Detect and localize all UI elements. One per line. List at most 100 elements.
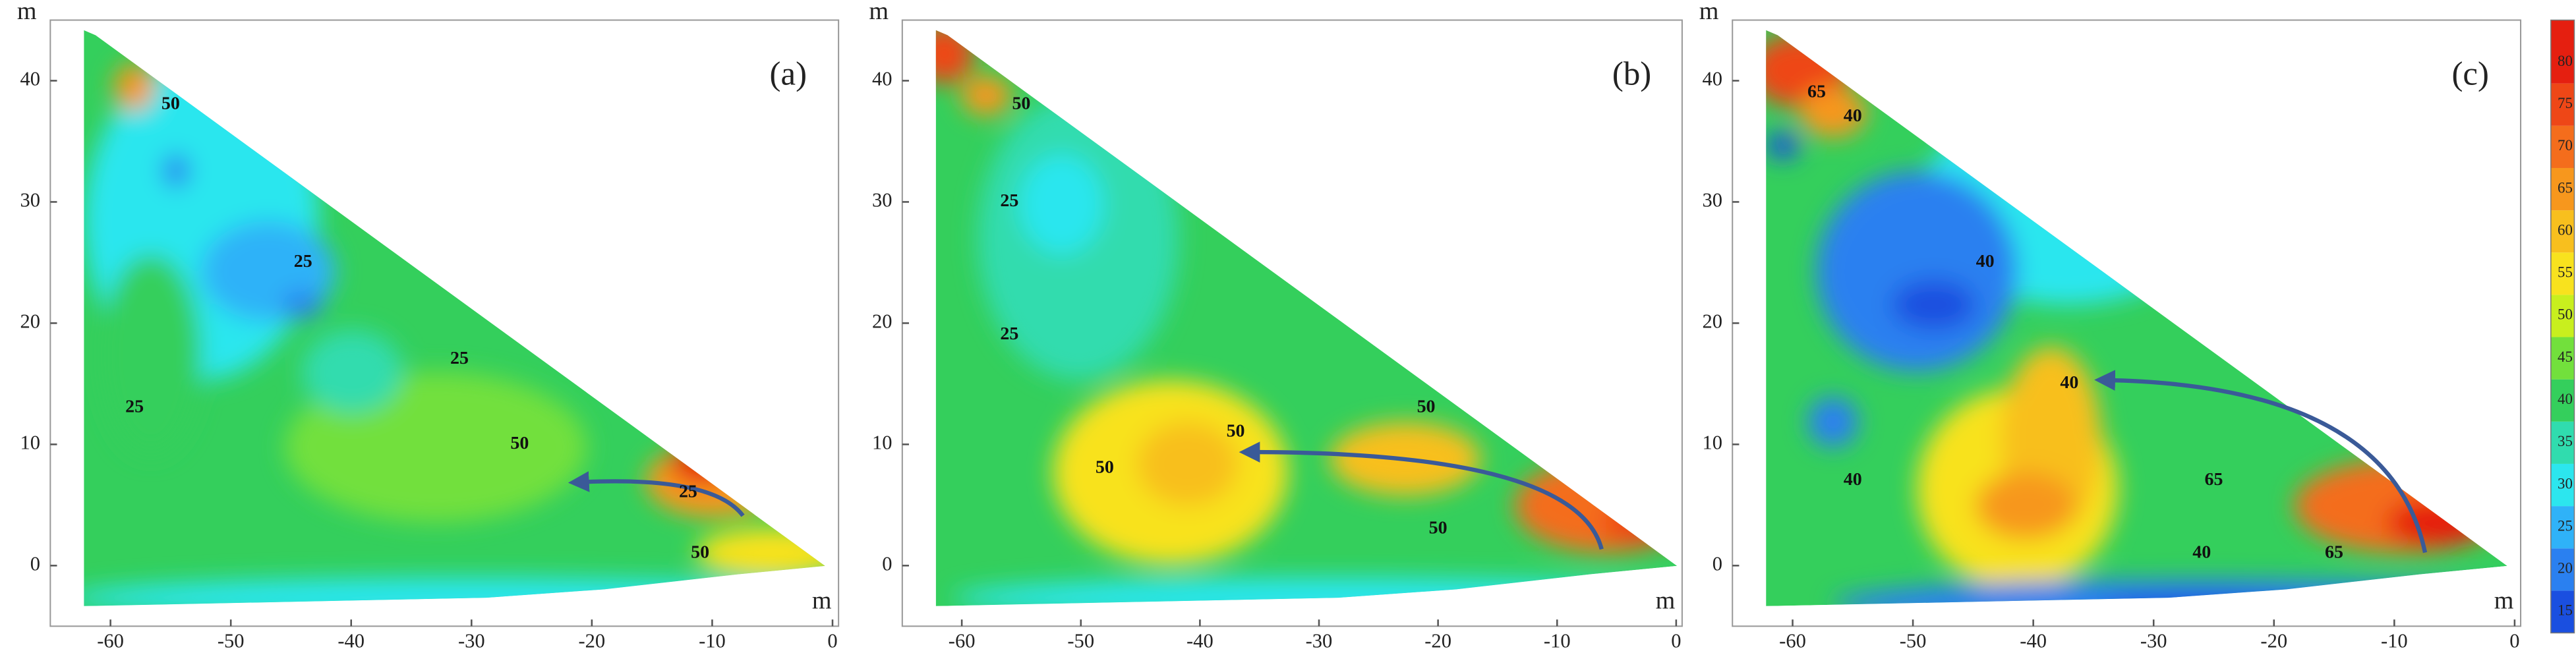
x-axis-label: m: [1656, 587, 1676, 615]
colorbar-swatch: [2550, 167, 2575, 211]
contour-label: 40: [2192, 542, 2211, 562]
panel-label: (a): [770, 55, 807, 92]
field-blob: [1891, 279, 1976, 330]
panel: -60 -50 -40 -30 -20 -10 0 0 10 20 30 40 m m (c) 65 40 40 4…: [1699, 0, 2522, 652]
colorbar-tick-label: 40: [2558, 391, 2573, 407]
contour-label: 65: [1807, 81, 1826, 101]
colorbar-tick-label: 55: [2558, 264, 2573, 281]
field-blob: [84, 577, 825, 606]
colorbar-tick-label: 70: [2558, 137, 2573, 154]
colorbar-frame: [2550, 19, 2575, 634]
field-blob: [2101, 596, 2303, 606]
contour-label: 50: [1429, 518, 1448, 538]
colorbar-tick-label: 50: [2558, 306, 2573, 323]
y-axis-label: m: [1699, 0, 1719, 25]
field-blob: [1816, 171, 2018, 372]
contour-label: 65: [2205, 469, 2223, 490]
colorbar-swatch: [2550, 210, 2575, 253]
field-blob: [1137, 422, 1238, 506]
x-tick-label: -60: [97, 630, 124, 652]
x-tick-label: -20: [579, 630, 606, 652]
colorbar-swatch: [2550, 548, 2575, 591]
field-blob: [1019, 154, 1104, 255]
y-tick-label: 40: [1702, 67, 1722, 90]
panel: -60 -50 -40 -30 -20 -10 0 0 10 20 30 40 m m (b) 50 25 25 5…: [869, 0, 1683, 652]
contour-label: 50: [1012, 94, 1030, 114]
flow-arrow: [2094, 370, 2428, 554]
field-blob: [281, 291, 322, 318]
contour-label: 65: [2325, 542, 2343, 562]
colorbar-swatch: [2550, 295, 2575, 337]
contour-label: 25: [450, 348, 469, 368]
x-tick-label: 0: [1671, 630, 1681, 652]
y-tick-label: 10: [872, 431, 893, 453]
contour-field: [1766, 30, 2507, 606]
y-tick-label: 30: [1702, 188, 1722, 211]
contour-label: 50: [691, 542, 709, 562]
contour-label: 50: [1096, 457, 1114, 478]
x-tick-label: -20: [2260, 630, 2287, 652]
contour-label: 50: [1227, 420, 1245, 441]
colorbar-swatch: [2550, 337, 2575, 380]
field-blob: [960, 75, 1012, 116]
colorbar-swatch: [2550, 20, 2575, 84]
colorbar-tick-label: 30: [2558, 475, 2573, 492]
contour-label: 25: [294, 251, 312, 271]
panel-label: (b): [1612, 55, 1651, 92]
x-tick-label: 0: [827, 630, 837, 652]
field-blob: [952, 577, 1678, 606]
field-blob: [100, 254, 202, 456]
colorbar-swatch: [2550, 506, 2575, 549]
y-tick-label: 30: [20, 188, 41, 211]
y-tick-label: 20: [872, 310, 893, 332]
x-tick-label: -10: [1544, 630, 1571, 652]
colorbar-tick-label: 15: [2558, 602, 2573, 619]
x-tick-label: -20: [1424, 630, 1451, 652]
colorbar-tick-label: 75: [2558, 95, 2573, 111]
y-tick-label: 0: [882, 552, 892, 575]
panel-label: (c): [2451, 55, 2488, 92]
colorbar-swatch: [2550, 421, 2575, 464]
x-axis-label: m: [812, 587, 832, 615]
y-tick-label: 20: [1702, 310, 1722, 332]
field-blob: [670, 443, 738, 484]
colorbar-swatch: [2550, 463, 2575, 507]
y-tick-label: 30: [872, 188, 893, 211]
x-tick-label: -30: [458, 630, 485, 652]
contour-label: 40: [1844, 469, 1862, 490]
x-tick-label: -30: [2140, 630, 2167, 652]
field-blob: [1766, 132, 1800, 159]
x-tick-label: 0: [2509, 630, 2519, 652]
colorbar-swatch: [2550, 252, 2575, 295]
field-blob: [695, 527, 825, 578]
colorbar-tick-label: 20: [2558, 560, 2573, 577]
field-blob: [1832, 579, 2507, 606]
contour-label: 40: [1844, 105, 1862, 126]
field-blob: [1807, 397, 1859, 447]
y-tick-label: 40: [20, 67, 41, 90]
field-blob: [1603, 500, 1678, 544]
x-tick-label: -40: [1186, 630, 1214, 652]
colorbar-swatch: [2550, 83, 2575, 126]
colorbar-swatch: [2550, 379, 2575, 422]
colorbar-tick-label: 25: [2558, 517, 2573, 534]
field-blob: [1976, 472, 2076, 540]
contour-field: [935, 30, 1678, 606]
contour-label: 25: [1000, 324, 1018, 344]
x-tick-label: -50: [1900, 630, 1927, 652]
y-tick-label: 0: [1712, 552, 1722, 575]
field-blob: [2386, 499, 2488, 546]
y-tick-label: 10: [1702, 431, 1722, 453]
contour-label: 40: [1976, 251, 1995, 271]
colorbar-swatch: [2550, 590, 2575, 633]
x-tick-label: -40: [2020, 630, 2047, 652]
y-tick-label: 10: [20, 431, 41, 453]
flow-arrow: [1239, 441, 1604, 550]
y-tick-label: 40: [872, 67, 893, 90]
x-tick-label: -50: [1067, 630, 1094, 652]
field-blob: [162, 154, 190, 188]
field-blob: [1514, 459, 1678, 553]
colorbar-tick-label: 65: [2558, 179, 2573, 196]
x-tick-label: -30: [1306, 630, 1333, 652]
